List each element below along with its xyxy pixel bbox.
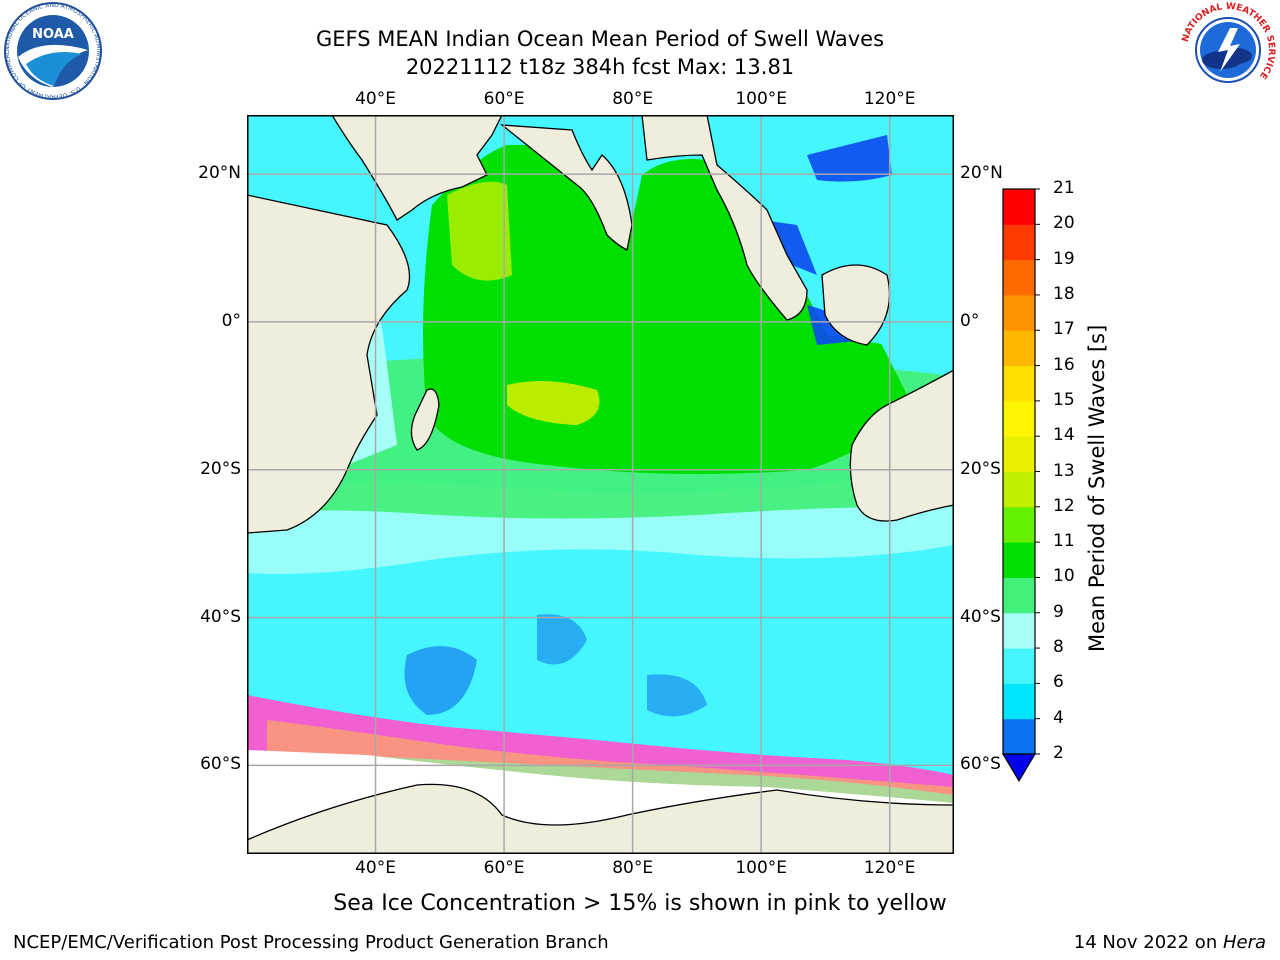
land-masses [247, 115, 954, 854]
land-arabia [247, 115, 503, 221]
land-borneo [821, 264, 891, 346]
map-frame [247, 115, 954, 854]
map-gridlines [247, 115, 954, 854]
colorbar-under-triangle [1001, 753, 1037, 783]
noaa-logo-text: NOAA [32, 27, 74, 42]
footer-branch: NCEP/EMC/Verification Post Processing Pr… [13, 932, 609, 953]
lat-tick-label-right: 20°S [960, 458, 1001, 479]
lat-tick-label-right: 40°S [960, 606, 1001, 627]
colorbar-tick-label: 17 [1053, 319, 1075, 340]
land-antarctica [247, 783, 954, 854]
lat-tick-label-left: 20°S [200, 458, 241, 479]
ocean-patch-low-1 [404, 646, 477, 715]
ocean-band-12s-arabian [447, 181, 512, 281]
colorbar [1001, 188, 1040, 783]
lat-tick-label-left: 0° [221, 310, 241, 331]
colorbar-tick-label: 6 [1053, 672, 1064, 693]
land-africa [247, 194, 411, 534]
colorbar-tick-label: 2 [1053, 743, 1064, 763]
colorbar-tick-label: 13 [1053, 460, 1075, 481]
colorbar-segment [1003, 330, 1035, 367]
colorbar-segment [1003, 506, 1035, 543]
sea-ice-yellow [267, 720, 954, 805]
colorbar-tick-label: 21 [1053, 178, 1075, 198]
colorbar-tick-label: 9 [1053, 601, 1064, 622]
lon-tick-label-bottom: 60°E [483, 858, 525, 878]
ocean-seasia [767, 115, 954, 345]
land-madagascar [410, 388, 440, 451]
ocean-patch-low-3 [647, 674, 707, 717]
colorbar-tick-label: 10 [1053, 566, 1075, 587]
lon-tick-label-top: 120°E [863, 89, 916, 109]
land-australia [849, 369, 954, 522]
lon-tick-label-top: 60°E [483, 89, 525, 109]
footer-date-text: 14 Nov 2022 on [1073, 932, 1223, 953]
national-weather-service-logo-icon: NATIONAL WEATHER SERVICE [1180, 2, 1276, 98]
lon-tick-label-bottom: 120°E [863, 858, 916, 878]
lat-tick-label-left: 60°S [200, 754, 241, 775]
noaa-logo-icon: NATIONAL OCEANIC AND ATMOSPHERIC ADMINIS… [2, 2, 102, 100]
lon-tick-label-top: 80°E [612, 89, 654, 109]
colorbar-tick-label: 19 [1053, 248, 1075, 269]
ocean-patch-low-2 [537, 614, 587, 665]
colorbar-segment [1003, 400, 1035, 437]
colorbar-title: Mean Period of Swell Waves [s] [1085, 324, 1109, 652]
footer-machine: Hera [1222, 932, 1266, 953]
colorbar-tick-label: 8 [1053, 637, 1064, 658]
lat-tick-label-right: 60°S [960, 754, 1001, 775]
colorbar-tick-label: 14 [1053, 425, 1075, 446]
colorbar-segment [1003, 294, 1035, 331]
colorbar-tick-label: 20 [1053, 213, 1075, 234]
lat-tick-label-right: 0° [960, 310, 980, 331]
colorbar-tick-label: 11 [1053, 531, 1075, 552]
colorbar-tick-label: 12 [1053, 495, 1075, 516]
lon-tick-label-top: 100°E [735, 89, 788, 109]
lon-tick-label-top: 40°E [355, 89, 396, 109]
colorbar-segment [1003, 612, 1035, 649]
ocean-band-13s-central [507, 381, 600, 425]
colorbar-segment [1003, 683, 1035, 720]
lon-tick-label-bottom: 80°E [612, 858, 654, 878]
colorbar-tick-label: 4 [1053, 707, 1064, 728]
lat-tick-label-left: 40°S [200, 606, 241, 627]
colorbar-segment [1003, 259, 1035, 296]
colorbar-tick-label: 15 [1053, 389, 1075, 410]
chart-subtitle: 20221112 t18z 384h fcst Max: 13.81 [405, 55, 795, 79]
lat-tick-label-left: 20°N [198, 163, 241, 184]
colorbar-segment [1003, 436, 1035, 472]
ocean-patch-low-4 [807, 135, 892, 182]
colorbar-segment [1003, 224, 1035, 261]
swell-period-map [247, 115, 954, 854]
colorbar-tick-label: 18 [1053, 283, 1075, 304]
sea-ice-caption: Sea Ice Concentration > 15% is shown in … [333, 891, 947, 916]
colorbar-segment [1003, 365, 1035, 402]
land-southeast-asia [641, 115, 808, 321]
footer-date: 14 Nov 2022 on Hera [1074, 932, 1266, 953]
sea-ice-pink [247, 695, 954, 795]
lat-tick-label-right: 20°N [960, 163, 1003, 184]
lon-tick-label-bottom: 100°E [735, 858, 788, 878]
colorbar-tick-label: 16 [1053, 354, 1075, 375]
colorbar-segment [1003, 648, 1035, 684]
colorbar-segment [1003, 718, 1035, 755]
chart-title: GEFS MEAN Indian Ocean Mean Period of Sw… [315, 27, 885, 51]
colorbar-segment [1003, 577, 1035, 614]
lon-tick-label-bottom: 40°E [355, 858, 396, 878]
colorbar-segment [1003, 471, 1035, 508]
colorbar-segment [1003, 189, 1035, 225]
colorbar-segment [1003, 542, 1035, 578]
